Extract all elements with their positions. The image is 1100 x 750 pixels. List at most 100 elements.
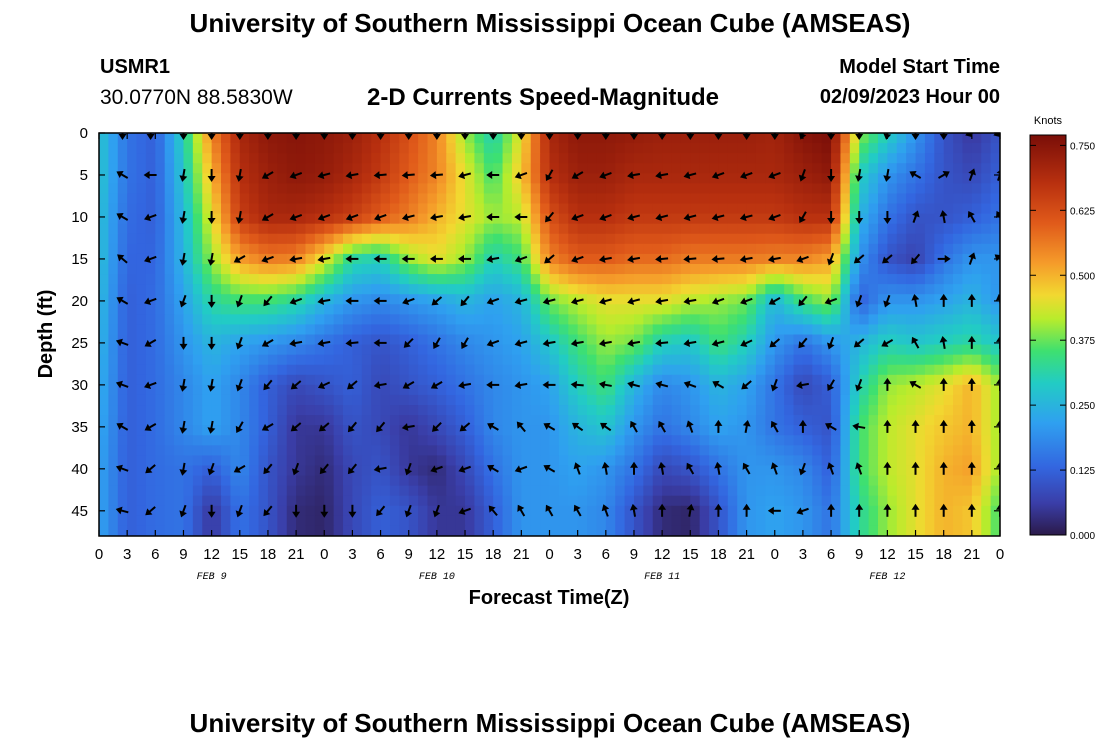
heatmap-cell	[333, 253, 344, 265]
current-arrow	[911, 336, 920, 349]
heatmap-cell	[389, 384, 400, 396]
heatmap-cell	[971, 415, 982, 426]
heatmap-cell	[436, 515, 447, 527]
heatmap-cell	[774, 445, 785, 456]
heatmap-cell	[446, 495, 457, 507]
heatmap-cell	[924, 274, 935, 285]
heatmap-cell	[877, 465, 888, 477]
heatmap-cell	[624, 505, 635, 517]
heatmap-cell	[793, 364, 804, 376]
heatmap-cell	[596, 233, 607, 245]
heatmap-cell	[99, 143, 109, 154]
heatmap-cell	[924, 173, 935, 184]
heatmap-cell	[793, 344, 804, 356]
heatmap-cell	[671, 324, 682, 336]
heatmap-cell	[145, 263, 156, 275]
heatmap-cell	[249, 253, 260, 265]
heatmap-cell	[343, 304, 354, 315]
heatmap-cell	[408, 394, 419, 406]
heatmap-cell	[784, 455, 795, 467]
colorbar-tick-label: 0.750	[1070, 141, 1095, 152]
heatmap-cell	[990, 485, 1000, 497]
heatmap-cell	[821, 274, 832, 285]
heatmap-cell	[352, 374, 363, 386]
heatmap-cell	[577, 445, 588, 456]
heatmap-cell	[680, 465, 691, 477]
heatmap-cell	[174, 263, 185, 275]
heatmap-cell	[202, 485, 213, 497]
heatmap-cell	[174, 455, 185, 467]
current-arrow	[967, 210, 976, 223]
heatmap-cell	[924, 425, 935, 436]
heatmap-cell	[324, 274, 335, 285]
heatmap-cell	[511, 495, 522, 507]
heatmap-cell	[737, 364, 748, 376]
heatmap-cell	[192, 223, 203, 235]
heatmap-cell	[540, 384, 551, 396]
heatmap-cell	[680, 233, 691, 245]
heatmap-cell	[943, 233, 954, 245]
heatmap-cell	[906, 415, 917, 426]
heatmap-cell	[953, 465, 964, 477]
heatmap-cell	[568, 243, 579, 255]
heatmap-cell	[174, 344, 185, 356]
heatmap-cell	[521, 284, 532, 295]
heatmap-cell	[924, 314, 935, 326]
heatmap-cell	[117, 495, 128, 507]
heatmap-cell	[953, 485, 964, 497]
x-tick-label: 18	[935, 546, 952, 563]
heatmap-cell	[164, 445, 175, 456]
heatmap-cell	[239, 445, 250, 456]
heatmap-cell	[962, 455, 973, 467]
heatmap-cell	[446, 445, 457, 456]
x-tick-label: 15	[907, 546, 924, 563]
heatmap-cell	[286, 445, 297, 456]
heatmap-cell	[784, 344, 795, 356]
heatmap-cell	[108, 475, 119, 487]
heatmap-cell	[455, 133, 466, 144]
heatmap-cell	[333, 505, 344, 517]
heatmap-cell	[117, 425, 128, 436]
heatmap-cell	[174, 314, 185, 326]
heatmap-cell	[221, 163, 231, 174]
heatmap-cell	[183, 153, 194, 164]
heatmap-cell	[699, 253, 710, 265]
heatmap-cell	[859, 455, 870, 467]
heatmap-cell	[502, 324, 513, 336]
heatmap-cell	[511, 314, 522, 326]
heatmap-cell	[887, 374, 898, 386]
heatmap-cell	[521, 153, 532, 164]
heatmap-cell	[755, 394, 766, 406]
heatmap-cell	[774, 374, 785, 386]
heatmap-cell	[108, 193, 119, 205]
heatmap-cell	[371, 374, 382, 386]
heatmap-cell	[671, 344, 682, 356]
heatmap-cell	[906, 133, 917, 144]
heatmap-cell	[643, 334, 654, 346]
heatmap-cell	[380, 405, 391, 416]
heatmap-cell	[924, 324, 935, 336]
heatmap-cell	[183, 394, 194, 406]
heatmap-cell	[540, 425, 551, 436]
heatmap-cell	[887, 324, 898, 336]
heatmap-cell	[465, 364, 476, 376]
heatmap-cell	[709, 394, 720, 406]
heatmap-cell	[662, 183, 673, 195]
current-arrow	[911, 294, 920, 307]
heatmap-cell	[333, 133, 344, 144]
heatmap-cell	[314, 384, 325, 396]
heatmap-cell	[971, 334, 982, 346]
heatmap-cell	[202, 425, 213, 436]
heatmap-cell	[493, 173, 504, 184]
heatmap-cell	[643, 223, 654, 235]
heatmap-cell	[624, 495, 635, 507]
heatmap-cell	[117, 445, 128, 456]
heatmap-cell	[924, 304, 935, 315]
heatmap-cell	[436, 495, 447, 507]
heatmap-cell	[943, 495, 954, 507]
heatmap-cell	[774, 364, 785, 376]
current-arrow	[824, 297, 838, 306]
heatmap-cell	[408, 525, 419, 536]
heatmap-cell	[380, 415, 391, 426]
heatmap-cell	[530, 304, 541, 315]
